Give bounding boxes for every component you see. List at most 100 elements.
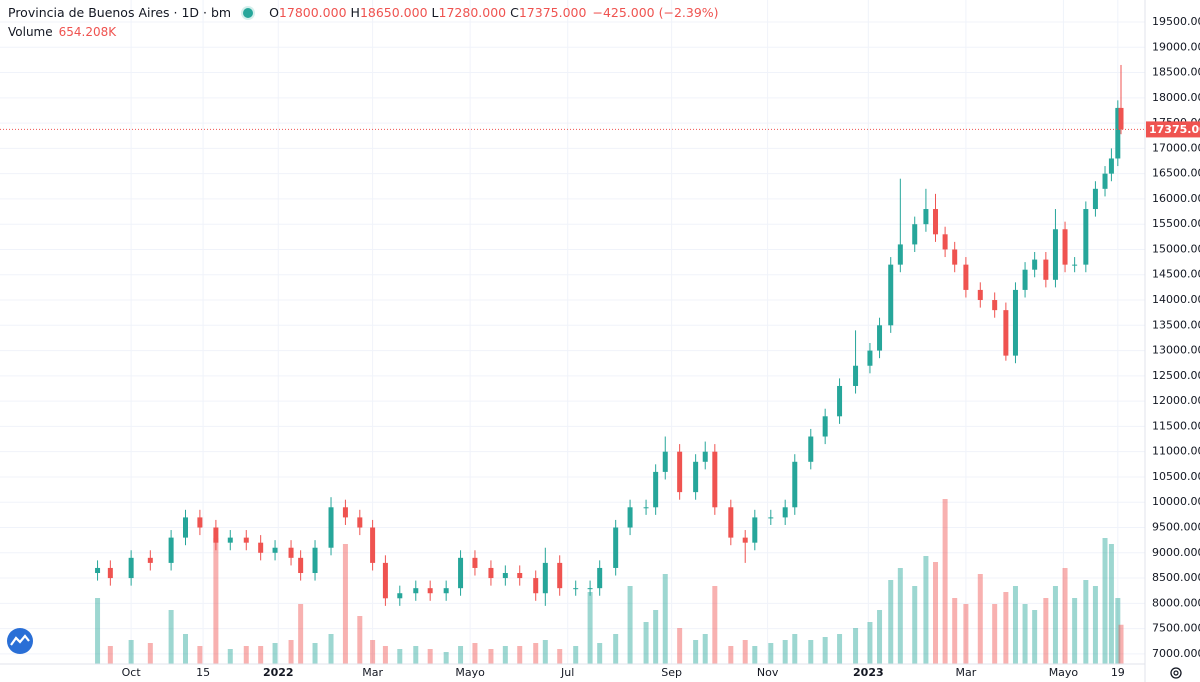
volume-bar [382, 646, 388, 664]
y-tick-label: 9500.000 [1152, 521, 1200, 534]
x-tick-label: 2023 [853, 666, 884, 679]
candle-body [1022, 269, 1028, 290]
grid [0, 0, 1145, 664]
volume-bar [923, 556, 929, 664]
volume-bar [867, 622, 873, 664]
volume-bar [147, 643, 153, 664]
candle-body [867, 350, 873, 366]
volume-bar [1043, 598, 1049, 664]
volume-bar [808, 640, 814, 664]
volume-bar [288, 640, 294, 664]
candle-body [662, 451, 668, 472]
y-tick-label: 19500.000 [1152, 15, 1200, 28]
volume-bar [1052, 586, 1058, 664]
settings-icon[interactable] [1170, 667, 1182, 679]
candle-body [942, 234, 948, 250]
volume-bar [613, 634, 619, 664]
volume-bar [1092, 586, 1098, 664]
volume-bar [342, 544, 348, 664]
candles [95, 64, 1124, 606]
candle-body [782, 507, 788, 518]
volume-bar [427, 649, 433, 664]
volume-bar [1108, 544, 1114, 664]
volume-bar [888, 580, 894, 664]
candle-body [712, 451, 718, 508]
volume-bar [587, 592, 593, 664]
y-tick-label: 8000.000 [1152, 596, 1200, 609]
volume-bar [357, 616, 363, 664]
volume-bar [517, 646, 523, 664]
candle-body [1115, 107, 1121, 159]
volume-bar [1003, 592, 1009, 664]
candle-body [627, 507, 633, 528]
x-tick-label: Jul [560, 666, 574, 679]
candle-body [877, 325, 883, 351]
volume-bar [768, 643, 774, 664]
candle-body [963, 264, 969, 290]
volume-bar [643, 622, 649, 664]
candle-body [1092, 188, 1098, 210]
volume-bar [837, 634, 843, 664]
volume-bar [702, 634, 708, 664]
logo-icon[interactable] [7, 628, 33, 654]
candle-body [213, 527, 219, 543]
candle-body [502, 573, 508, 579]
volume-bar [712, 586, 718, 664]
symbol-title: Provincia de Buenos Aires · 1D · bm [8, 5, 232, 20]
gear-hub[interactable] [1173, 670, 1179, 676]
candle-body [243, 537, 249, 543]
candle-body [853, 365, 859, 386]
y-tick-label: 19000.000 [1152, 40, 1200, 53]
volume-bar [533, 643, 539, 664]
candle-body [992, 300, 998, 311]
candle-body [458, 557, 464, 589]
y-tick-label: 9000.000 [1152, 546, 1200, 559]
candle-body [573, 588, 579, 590]
x-tick-label: 2022 [263, 666, 294, 679]
y-tick-label: 18500.000 [1152, 66, 1200, 79]
y-tick-label: 10500.000 [1152, 470, 1200, 483]
candle-body [768, 517, 774, 519]
candle-body [95, 567, 101, 574]
logo-glyph[interactable] [10, 634, 30, 646]
candle-body [933, 209, 939, 235]
y-tick-label: 12500.000 [1152, 369, 1200, 382]
y-tick-label: 15500.000 [1152, 217, 1200, 230]
ohlc-value: 17800.000 [278, 5, 347, 20]
candle-body [168, 537, 174, 563]
volume-bar [597, 643, 603, 664]
x-tick-label: Mayo [455, 666, 485, 679]
candle-body [312, 547, 318, 574]
candle-body [1052, 229, 1058, 280]
candle-body [1108, 158, 1114, 174]
volume-bar [933, 562, 939, 664]
x-tick-label: Mar [956, 666, 977, 679]
ohlc-key: O [269, 5, 279, 20]
volume-bar [573, 646, 579, 664]
candle-body [1032, 259, 1038, 270]
volume-value: 654.208K [58, 25, 117, 39]
volume-bar [557, 649, 563, 664]
y-tick-label: 14000.000 [1152, 293, 1200, 306]
y-tick-label: 17000.000 [1152, 141, 1200, 154]
volume-bar [792, 634, 798, 664]
candle-body [197, 517, 203, 528]
gear-ring[interactable] [1170, 667, 1182, 679]
volume-bar [963, 604, 969, 664]
volume-bar [213, 538, 219, 664]
candle-body [888, 264, 894, 326]
status-dot [243, 7, 254, 18]
volume-bar [1115, 598, 1121, 664]
candle-body [488, 567, 494, 579]
candle-body [677, 451, 683, 493]
x-tick-label: 15 [196, 666, 210, 679]
candle-body [1043, 259, 1049, 280]
volume-bar [752, 646, 758, 664]
volume-bar [1118, 624, 1124, 664]
volume-bar [370, 640, 376, 664]
y-tick-label: 12000.000 [1152, 394, 1200, 407]
candle-body [822, 416, 828, 437]
candle-body [587, 588, 593, 590]
volume-legend: Volume 654.208K [8, 25, 116, 39]
